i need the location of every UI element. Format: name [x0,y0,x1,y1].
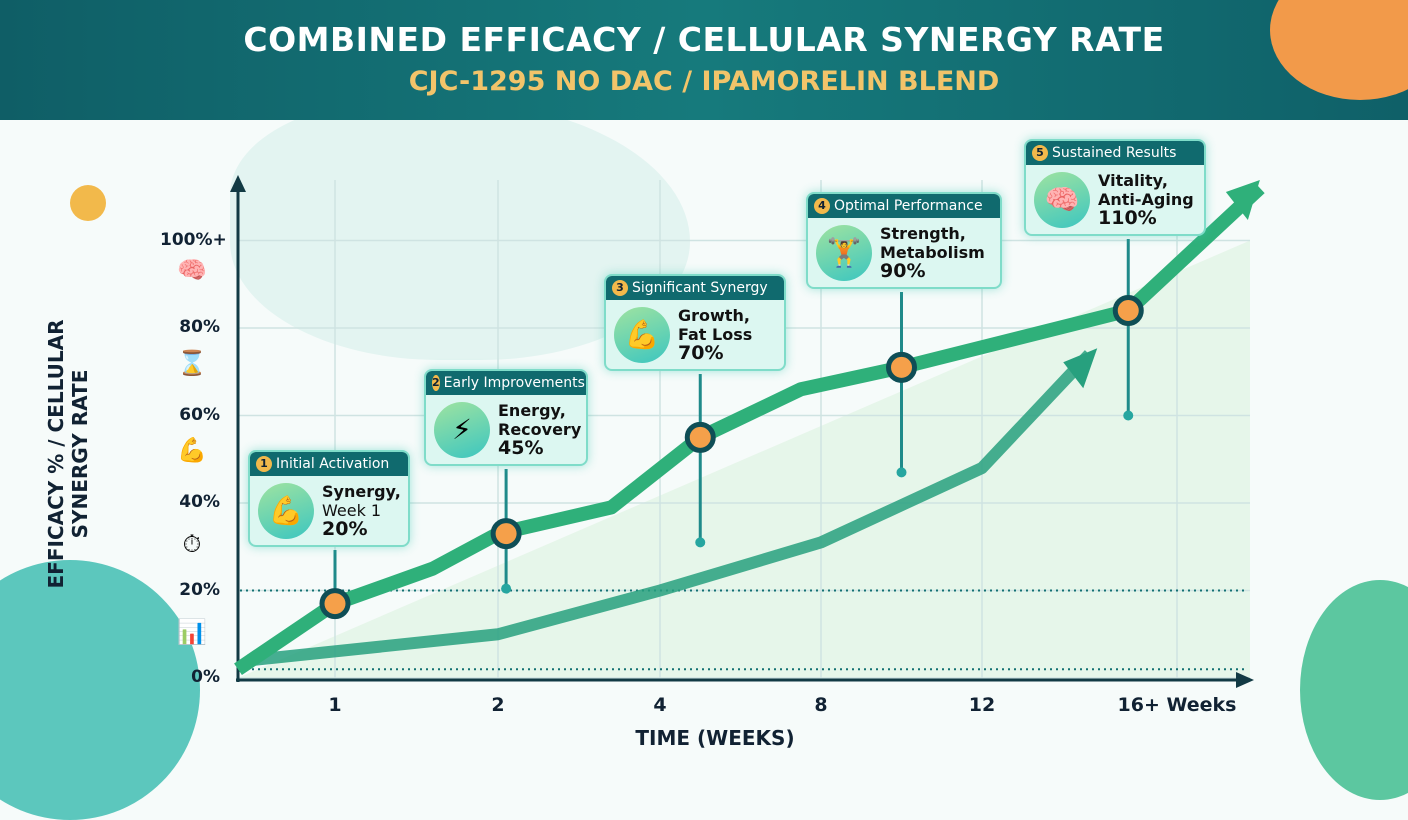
callout-header: 3 Significant Synergy [606,276,784,300]
milestone-marker [684,421,716,453]
callout-header: 2 Early Improvements [426,371,586,395]
callout-title: Optimal Performance [834,198,983,214]
milestone-marker [490,518,522,550]
trend-line-secondary [247,350,1094,667]
chart-subtitle: CJC-1295 NO DAC / IPAMORELIN BLEND [408,66,1000,97]
milestone-callout: 3 Significant Synergy 💪 Growth, Fat Loss 70… [604,274,786,371]
flexed-arm-icon: 💪 [177,436,207,464]
callout-value: 70% [678,342,724,364]
callout-line1: Strength, [880,224,966,243]
y-tick-label: 20% [179,579,220,600]
y-tick-label: 60% [179,404,220,425]
chart-growth-icon: 📊 [177,618,207,646]
stem-end-dot [695,537,706,548]
stem-end-dot [896,467,907,478]
callout-title: Initial Activation [276,456,390,472]
y-axis-arrow [230,175,246,192]
callout-value: 90% [880,260,926,282]
brain-icon: 🧠 [177,256,207,284]
milestone-marker [1112,295,1144,326]
y-tick-label: 80% [179,317,220,337]
milestone-callout: 5 Sustained Results 🧠 Vitality, Anti-Aging… [1024,139,1206,236]
callout-header: 1 Initial Activation [250,452,408,476]
x-axis-arrow [1236,672,1254,688]
stem-end-dot [1123,410,1134,421]
step-number: 1 [256,456,272,472]
callout-line2: Week 1 [322,501,382,520]
x-tick-label: 16+ Weeks [1117,694,1237,716]
trend-line-main [234,182,1265,676]
lightning-icon: ⚡ [434,401,490,458]
flexed-arm-icon: 💪 [614,306,670,363]
callout-line1: Synergy, [322,482,401,501]
chart-canvas [230,175,1265,688]
x-tick-label: 12 [968,694,996,716]
callout-line1: Growth, [678,306,750,325]
step-number: 3 [612,280,628,296]
x-tick-label: 8 [814,694,828,716]
x-tick-label: 1 [328,694,342,716]
y-axis-title: EFFICACY % / CELLULAR SYNERGY RATE [44,319,92,589]
header-banner: COMBINED EFFICACY / CELLULAR SYNERGY RAT… [0,0,1408,120]
clock-icon: ⏱ [182,530,202,558]
milestone-marker [319,588,351,620]
x-tick-label: 2 [491,694,505,716]
callout-line2: Metabolism [880,243,985,262]
stem-end-dot [501,583,512,594]
callout-header: 4 Optimal Performance [808,194,1000,218]
callout-line2: Fat Loss [678,325,753,344]
callout-line1: Vitality, [1098,171,1168,190]
step-number: 5 [1032,145,1048,161]
milestone-callout: 2 Early Improvements ⚡ Energy, Recovery 45% [424,369,588,466]
y-tick-label: 100%+ [160,229,227,250]
step-number: 4 [814,198,830,214]
milestone-marker [886,351,917,383]
callout-line1: Energy, [498,401,566,420]
milestone-callout: 1 Initial Activation 💪 Synergy, Week 1 20% [248,450,410,547]
x-axis-title: TIME (WEEKS) [635,726,795,750]
callout-header: 5 Sustained Results [1026,141,1204,165]
trend-arrowhead-main [1225,180,1260,220]
y-tick-label: 0% [191,667,220,687]
callout-value: 45% [498,437,544,459]
dumbbell-icon: 🏋 [816,224,872,281]
callout-title: Significant Synergy [632,280,768,296]
decor-blob [70,185,106,221]
callout-line2: Anti-Aging [1098,190,1194,209]
chart-title: COMBINED EFFICACY / CELLULAR SYNERGY RAT… [243,20,1165,59]
brain-icon: 🧠 [1034,171,1090,228]
step-number: 2 [432,375,440,391]
callout-line2: Recovery [498,420,582,439]
y-tick-label: 40% [179,492,220,512]
callout-value: 20% [322,518,368,540]
flexed-arm-icon: 💪 [258,482,314,539]
waist-icon: ⌛ [177,349,207,377]
callout-title: Early Improvements [443,375,585,391]
callout-title: Sustained Results [1052,145,1177,161]
x-tick-label: 4 [653,694,667,716]
trend-arrowhead-secondary [1063,348,1098,389]
callout-value: 110% [1098,207,1157,229]
milestone-callout: 4 Optimal Performance 🏋 Strength, Metaboli… [806,192,1002,289]
